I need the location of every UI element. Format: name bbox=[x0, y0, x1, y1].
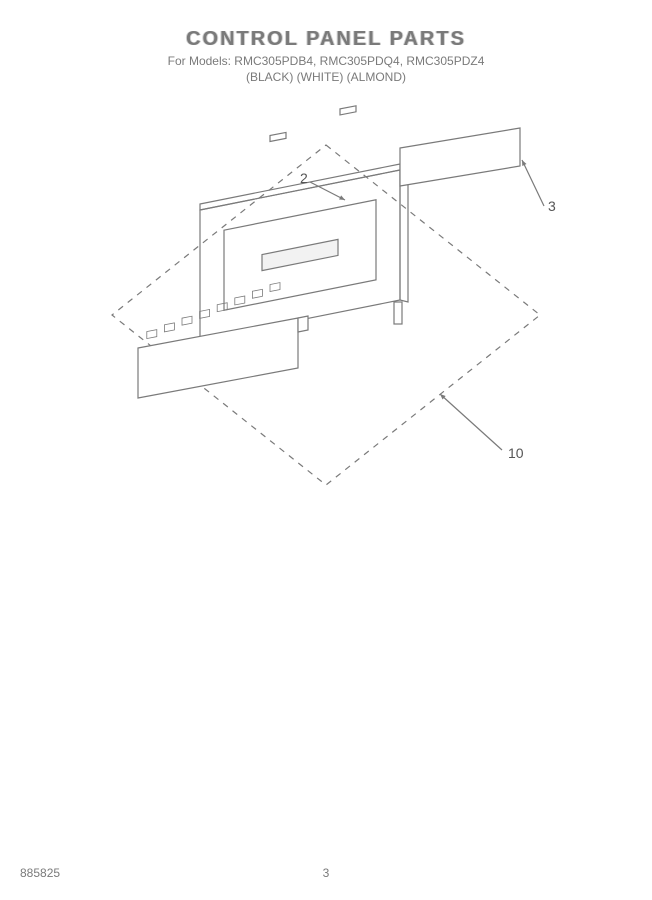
page: CONTROL PANEL PARTS For Models: RMC305PD… bbox=[0, 0, 652, 900]
colors-line: (BLACK) (WHITE) (ALMOND) bbox=[0, 70, 652, 84]
diagram-container: 2 3 10 bbox=[0, 100, 652, 700]
page-title: CONTROL PANEL PARTS bbox=[0, 28, 652, 51]
models-line: For Models: RMC305PDB4, RMC305PDQ4, RMC3… bbox=[0, 54, 652, 68]
callout-3: 3 bbox=[548, 198, 556, 214]
page-number: 3 bbox=[0, 866, 652, 880]
callout-2: 2 bbox=[300, 170, 308, 186]
callout-10: 10 bbox=[508, 445, 524, 461]
exploded-diagram bbox=[0, 100, 652, 700]
